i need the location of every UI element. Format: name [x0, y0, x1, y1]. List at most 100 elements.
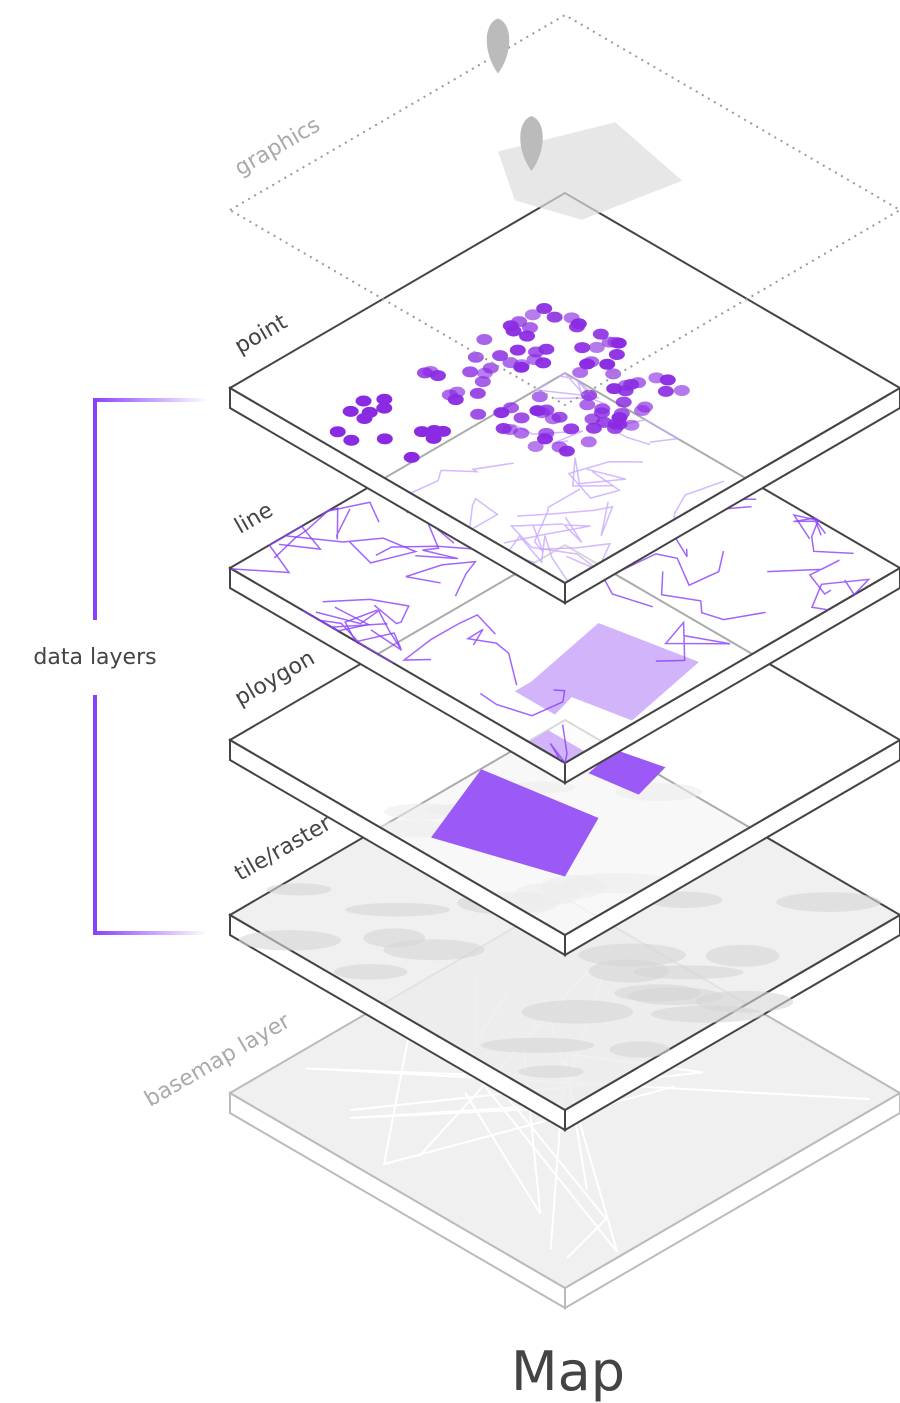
line-road	[767, 559, 840, 595]
point-dot	[434, 425, 451, 437]
point-dot	[524, 309, 541, 321]
point-dot	[563, 423, 580, 435]
point-dot	[513, 427, 530, 439]
graphic-shape	[498, 122, 683, 220]
point-dot	[608, 348, 625, 360]
line-road	[660, 571, 766, 621]
data-layers-bracket: data layers	[33, 398, 208, 935]
point-dot	[469, 387, 486, 399]
line-road	[792, 513, 854, 555]
point-dot	[606, 422, 623, 434]
terrain-shade	[266, 883, 332, 896]
bracket-tick	[93, 931, 208, 935]
polygon-shape	[431, 769, 599, 877]
pin-icon	[486, 18, 510, 74]
point-dot	[546, 311, 563, 323]
line-road	[319, 619, 394, 664]
point-dot	[476, 367, 493, 379]
point-dot	[648, 372, 665, 384]
point-dot	[474, 376, 491, 388]
point-dot	[449, 386, 466, 398]
layer-top	[228, 191, 900, 585]
line-road	[286, 535, 418, 564]
terrain-shade	[480, 1037, 595, 1053]
line-road	[231, 525, 323, 574]
point-dot	[519, 330, 536, 342]
point-dot	[673, 385, 690, 397]
line-road	[549, 724, 568, 765]
title: Map	[511, 1340, 625, 1403]
point-dot	[355, 395, 372, 407]
terrain-shade	[345, 902, 451, 917]
point-dot	[617, 380, 634, 392]
point-dot	[581, 389, 598, 401]
point-dot	[538, 343, 555, 355]
point-dot	[329, 426, 346, 438]
point-dot	[579, 358, 596, 370]
point-dot	[492, 350, 509, 362]
layer-label: graphics	[231, 113, 325, 182]
point-dot	[495, 422, 512, 434]
point-dot	[403, 451, 420, 463]
point-dot	[580, 436, 597, 448]
pin-icon	[520, 116, 543, 171]
point-dot	[513, 412, 530, 424]
point-dot	[522, 322, 539, 334]
point-dot	[529, 405, 546, 417]
point-dot	[538, 427, 555, 439]
point-dot	[467, 351, 484, 363]
group-label: data layers	[33, 645, 156, 670]
line-road	[401, 613, 496, 661]
point-dot	[599, 358, 616, 370]
point-dot	[376, 393, 393, 405]
point-dot	[536, 303, 553, 315]
point-dot	[343, 434, 360, 446]
terrain-shade	[521, 999, 634, 1024]
line-road	[465, 628, 518, 686]
terrain-shade	[705, 944, 780, 967]
layer: point	[228, 191, 900, 605]
point-dot	[623, 419, 640, 431]
terrain-shade	[695, 990, 794, 1013]
point-dot	[476, 333, 493, 345]
point-dot	[585, 422, 602, 434]
line-road	[315, 609, 403, 651]
bracket-tick	[93, 398, 208, 402]
point-dot	[502, 357, 519, 369]
point-dot	[544, 413, 561, 425]
point-dot	[462, 366, 479, 378]
terrain-shade	[518, 1065, 584, 1079]
line-road	[405, 560, 477, 597]
point-dot	[613, 408, 630, 420]
point-dot	[425, 432, 442, 444]
point-dot	[568, 321, 585, 333]
line-road	[273, 501, 380, 559]
point-dot	[558, 445, 575, 457]
terrain-shade	[238, 930, 342, 951]
layer-stack: basemap layertile/rasterploygonlinepoint…	[141, 13, 900, 1310]
terrain-shade	[333, 964, 408, 980]
point-dot	[376, 433, 393, 445]
line-road	[655, 620, 731, 662]
point-dot	[592, 328, 609, 340]
point-dot	[470, 408, 487, 420]
point-dot	[429, 370, 446, 382]
terrain-shade	[609, 1041, 670, 1058]
point-dot	[376, 402, 393, 414]
terrain-shade	[578, 943, 686, 967]
line-road	[810, 578, 871, 611]
point-dot	[342, 405, 359, 417]
point-dot	[493, 407, 510, 419]
point-dot	[605, 368, 622, 380]
line-road	[322, 598, 410, 625]
point-dot	[361, 406, 378, 418]
point-dot	[413, 426, 430, 438]
layer-label: line	[231, 498, 278, 540]
point-dot	[588, 341, 605, 353]
point-dot	[593, 407, 610, 419]
point-dot	[657, 385, 674, 397]
point-dot	[615, 396, 632, 408]
polygon-shape	[588, 749, 666, 795]
